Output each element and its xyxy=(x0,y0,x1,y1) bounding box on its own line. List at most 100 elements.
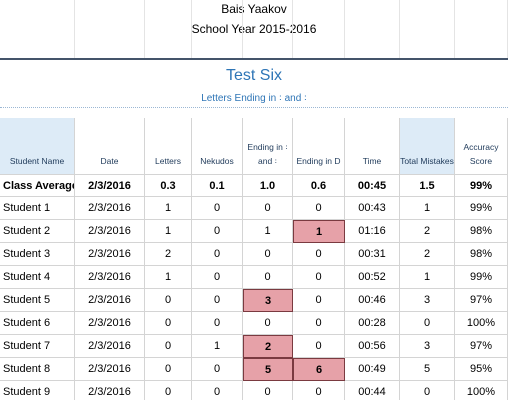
grid-line xyxy=(74,0,75,20)
table-cell: 00:43 xyxy=(345,197,400,220)
table-cell: 97% xyxy=(455,289,508,312)
grid-line xyxy=(344,38,345,58)
table-cell: 0 xyxy=(243,312,293,335)
table-cell: 1 xyxy=(293,220,345,243)
table-cell: Student 6 xyxy=(0,312,75,335)
table-cell: 6 xyxy=(293,358,345,381)
average-cell: 1.5 xyxy=(400,175,455,197)
table-cell: 00:28 xyxy=(345,312,400,335)
table-cell: 99% xyxy=(455,266,508,289)
table-cell: 0 xyxy=(400,381,455,400)
table-cell: 0 xyxy=(243,197,293,220)
test-subtitle: Letters Ending in ꞉ and ꞉ xyxy=(201,93,307,104)
table-cell: 00:52 xyxy=(345,266,400,289)
column-header: Letters xyxy=(145,118,192,175)
average-cell: 00:45 xyxy=(345,175,400,197)
table-cell: 98% xyxy=(455,243,508,266)
table-cell: 0 xyxy=(145,289,192,312)
grid-line xyxy=(144,0,145,20)
table-cell: 2/3/2016 xyxy=(75,289,145,312)
table-cell: 00:56 xyxy=(345,335,400,358)
table-cell: Student 2 xyxy=(0,220,75,243)
table-cell: 1 xyxy=(145,266,192,289)
table-cell: 0 xyxy=(293,289,345,312)
table-cell: 0 xyxy=(192,289,243,312)
grid-line xyxy=(292,0,293,20)
table-cell: 0 xyxy=(145,312,192,335)
table-cell: 2/3/2016 xyxy=(75,381,145,400)
grid-line xyxy=(399,0,400,20)
average-cell: 99% xyxy=(455,175,508,197)
grid-line xyxy=(399,38,400,58)
table-cell: 2/3/2016 xyxy=(75,220,145,243)
table-cell: 2 xyxy=(145,243,192,266)
divider xyxy=(0,107,508,108)
table-cell: 0 xyxy=(192,312,243,335)
table-cell: 0 xyxy=(145,335,192,358)
grid-line xyxy=(454,18,455,38)
table-cell: 0 xyxy=(192,220,243,243)
table-cell: 3 xyxy=(400,335,455,358)
table-cell: 0 xyxy=(293,197,345,220)
column-header: Accuracy Score xyxy=(455,118,508,175)
table-cell: Student 5 xyxy=(0,289,75,312)
table-cell: 0 xyxy=(293,312,345,335)
average-cell: 1.0 xyxy=(243,175,293,197)
table-cell: 2/3/2016 xyxy=(75,266,145,289)
grid-line xyxy=(454,0,455,20)
table-cell: Student 4 xyxy=(0,266,75,289)
grid-line xyxy=(144,18,145,38)
average-cell: 0.3 xyxy=(145,175,192,197)
grid-line xyxy=(242,0,243,20)
table-cell: 0 xyxy=(145,358,192,381)
table-cell: Student 3 xyxy=(0,243,75,266)
table-cell: 0 xyxy=(293,381,345,400)
table-cell: 1 xyxy=(192,335,243,358)
grid-line xyxy=(242,18,243,38)
average-cell: 0.6 xyxy=(293,175,345,197)
table-cell: 100% xyxy=(455,312,508,335)
column-header: Total Mistakes xyxy=(400,118,455,175)
table-cell: 2/3/2016 xyxy=(75,197,145,220)
school-name: Bais Yaakov xyxy=(221,2,287,16)
table-cell: 5 xyxy=(400,358,455,381)
table-cell: Student 1 xyxy=(0,197,75,220)
table-cell: 3 xyxy=(243,289,293,312)
table-cell: 0 xyxy=(145,381,192,400)
table-cell: 0 xyxy=(400,312,455,335)
column-header: Time xyxy=(345,118,400,175)
column-header: Ending in D xyxy=(293,118,345,175)
grid-line xyxy=(74,38,75,58)
grid-line xyxy=(242,38,243,58)
grid-line xyxy=(292,18,293,38)
average-cell: 0.1 xyxy=(192,175,243,197)
grid-line xyxy=(191,0,192,20)
table-cell: 98% xyxy=(455,220,508,243)
table-cell: 97% xyxy=(455,335,508,358)
table-cell: 0 xyxy=(192,358,243,381)
table-cell: 00:46 xyxy=(345,289,400,312)
grid-line xyxy=(399,18,400,38)
grid-line xyxy=(344,18,345,38)
column-header: Nekudos xyxy=(192,118,243,175)
table-cell: 5 xyxy=(243,358,293,381)
column-header: Date xyxy=(75,118,145,175)
table-cell: 0 xyxy=(243,381,293,400)
table-cell: 2/3/2016 xyxy=(75,312,145,335)
column-header: Student Name xyxy=(0,118,75,175)
table-cell: 2/3/2016 xyxy=(75,243,145,266)
table-cell: 1 xyxy=(400,197,455,220)
test-title: Test Six xyxy=(225,67,282,84)
grid-line xyxy=(454,38,455,58)
table-cell: Student 8 xyxy=(0,358,75,381)
grid-line xyxy=(344,0,345,20)
average-cell: Class Averages xyxy=(0,175,75,197)
table-cell: 2 xyxy=(243,335,293,358)
table-cell: 00:49 xyxy=(345,358,400,381)
table-cell: 1 xyxy=(400,266,455,289)
table-cell: 00:44 xyxy=(345,381,400,400)
grid-line xyxy=(191,18,192,38)
table-cell: 0 xyxy=(293,266,345,289)
grid-line xyxy=(191,38,192,58)
